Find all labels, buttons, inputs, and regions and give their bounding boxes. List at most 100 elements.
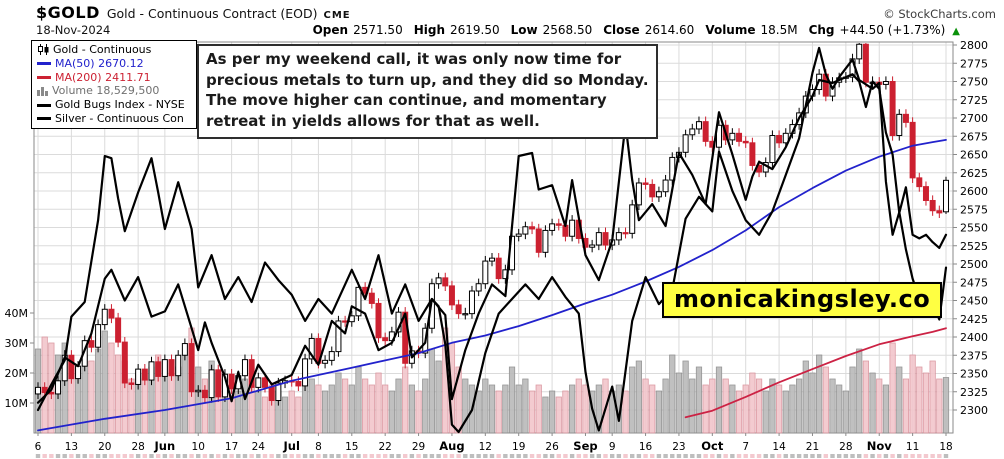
volume-label: Volume <box>705 23 756 37</box>
svg-text:2500: 2500 <box>960 258 988 271</box>
svg-text:14: 14 <box>772 441 786 453</box>
svg-text:2675: 2675 <box>960 130 988 143</box>
svg-text:24: 24 <box>252 441 266 453</box>
svg-text:Jun: Jun <box>154 439 176 453</box>
svg-text:29: 29 <box>412 441 425 453</box>
open-label: Open <box>312 23 349 37</box>
legend-item: Silver - Continuous Con <box>37 112 196 126</box>
svg-text:2450: 2450 <box>960 295 988 308</box>
svg-text:2775: 2775 <box>960 57 988 70</box>
line-swatch <box>37 103 51 107</box>
low-value: 2568.50 <box>542 23 593 37</box>
svg-text:19: 19 <box>512 441 525 453</box>
annotation-note: As per my weekend call, it was only now … <box>197 44 658 139</box>
next-panel-strip <box>35 454 949 458</box>
svg-text:Aug: Aug <box>439 439 464 453</box>
svg-text:28: 28 <box>131 441 144 453</box>
svg-text:28: 28 <box>839 441 852 453</box>
close-label: Close <box>603 23 640 37</box>
svg-text:10: 10 <box>192 441 205 453</box>
chg-value: +44.50 (+1.73%) <box>839 23 946 37</box>
legend-item-label: MA(200) 2411.71 <box>55 70 151 84</box>
svg-text:18: 18 <box>939 441 952 453</box>
svg-text:22: 22 <box>378 441 391 453</box>
symbol: $GOLD <box>36 3 100 22</box>
legend-item-label: Gold Bugs Index - NYSE <box>55 98 185 112</box>
svg-text:20M: 20M <box>5 367 29 380</box>
svg-text:6: 6 <box>35 441 42 453</box>
high-label: High <box>413 23 445 37</box>
svg-text:2575: 2575 <box>960 203 988 216</box>
svg-text:2300: 2300 <box>960 404 988 417</box>
exchange-label: CME <box>323 10 351 21</box>
close-value: 2614.60 <box>644 23 695 37</box>
ma50-line <box>37 138 947 432</box>
low-label: Low <box>510 23 538 37</box>
svg-text:13: 13 <box>65 441 78 453</box>
svg-text:10M: 10M <box>5 397 29 410</box>
legend-item: Gold Bugs Index - NYSE <box>37 98 196 112</box>
high-value: 2619.50 <box>450 23 500 37</box>
svg-text:20: 20 <box>98 441 111 453</box>
svg-text:40M: 40M <box>5 307 29 320</box>
line-swatch <box>37 75 51 79</box>
svg-text:Sep: Sep <box>573 439 597 453</box>
svg-text:30M: 30M <box>5 337 29 350</box>
legend-item-label: MA(50) 2670.12 <box>55 56 144 70</box>
volume-axis-labels: 10M 20M 30M 40M <box>5 307 34 410</box>
svg-text:26: 26 <box>545 441 559 453</box>
copyright: © StockCharts.com <box>883 7 996 21</box>
svg-text:2800: 2800 <box>960 39 988 52</box>
svg-text:15: 15 <box>345 441 358 453</box>
legend-item-label: Gold - Continuous <box>53 43 152 56</box>
silver-line <box>36 46 948 434</box>
svg-text:17: 17 <box>225 441 238 453</box>
legend-item-label: Volume 18,529,500 <box>52 84 160 98</box>
legend-item: MA(50) 2670.12 <box>37 57 196 71</box>
chg-label: Chg <box>808 23 835 37</box>
svg-text:2525: 2525 <box>960 240 988 253</box>
legend-item-label: Silver - Continuous Con <box>55 111 184 125</box>
svg-text:2625: 2625 <box>960 167 988 180</box>
open-value: 2571.50 <box>353 23 403 37</box>
svg-text:9: 9 <box>609 441 616 453</box>
svg-text:Nov: Nov <box>867 439 893 453</box>
chart-legend: Gold - Continuous MA(50) 2670.12 MA(200) 2… <box>31 40 197 129</box>
svg-text:2550: 2550 <box>960 222 988 235</box>
svg-text:2400: 2400 <box>960 331 988 344</box>
instrument-name: Gold - Continuous Contract (EOD) <box>106 6 318 21</box>
svg-text:2375: 2375 <box>960 349 988 362</box>
svg-text:2725: 2725 <box>960 94 988 107</box>
x-axis-labels: 6 13 20 28 Jun 10 17 24 Jul 8 15 22 29 Aug 12 19 26 Sep 9 1… <box>35 433 953 453</box>
svg-text:2350: 2350 <box>960 368 988 381</box>
svg-text:Jul: Jul <box>282 439 299 453</box>
volume-value: 18.5M <box>760 23 798 37</box>
svg-text:7: 7 <box>742 441 749 453</box>
svg-text:2650: 2650 <box>960 149 988 162</box>
chart-header: $GOLD Gold - Continuous Contract (EOD) C… <box>0 0 1004 37</box>
svg-text:2750: 2750 <box>960 76 988 89</box>
svg-text:23: 23 <box>672 441 685 453</box>
svg-text:8: 8 <box>315 441 322 453</box>
line-swatch <box>37 117 51 121</box>
svg-text:16: 16 <box>639 441 653 453</box>
quote-strip: Open 2571.50 High 2619.50 Low 2568.50 Cl… <box>307 23 960 37</box>
gold-bugs-line <box>36 73 948 412</box>
svg-text:2700: 2700 <box>960 112 988 125</box>
volume-bars <box>34 327 950 434</box>
volume-bars-icon <box>37 86 49 97</box>
chart-date: 18-Nov-2024 <box>36 23 111 37</box>
candlesticks <box>35 43 949 406</box>
svg-text:11: 11 <box>906 441 919 453</box>
candlestick-icon <box>37 44 50 56</box>
legend-item: Volume 18,529,500 <box>37 84 196 98</box>
svg-text:2325: 2325 <box>960 386 988 399</box>
line-swatch <box>37 62 51 66</box>
svg-text:21: 21 <box>806 441 819 453</box>
watermark: monicakingsley.co <box>662 282 943 318</box>
svg-text:Oct: Oct <box>701 439 724 453</box>
legend-item: Gold - Continuous <box>37 43 196 57</box>
svg-text:2425: 2425 <box>960 313 988 326</box>
